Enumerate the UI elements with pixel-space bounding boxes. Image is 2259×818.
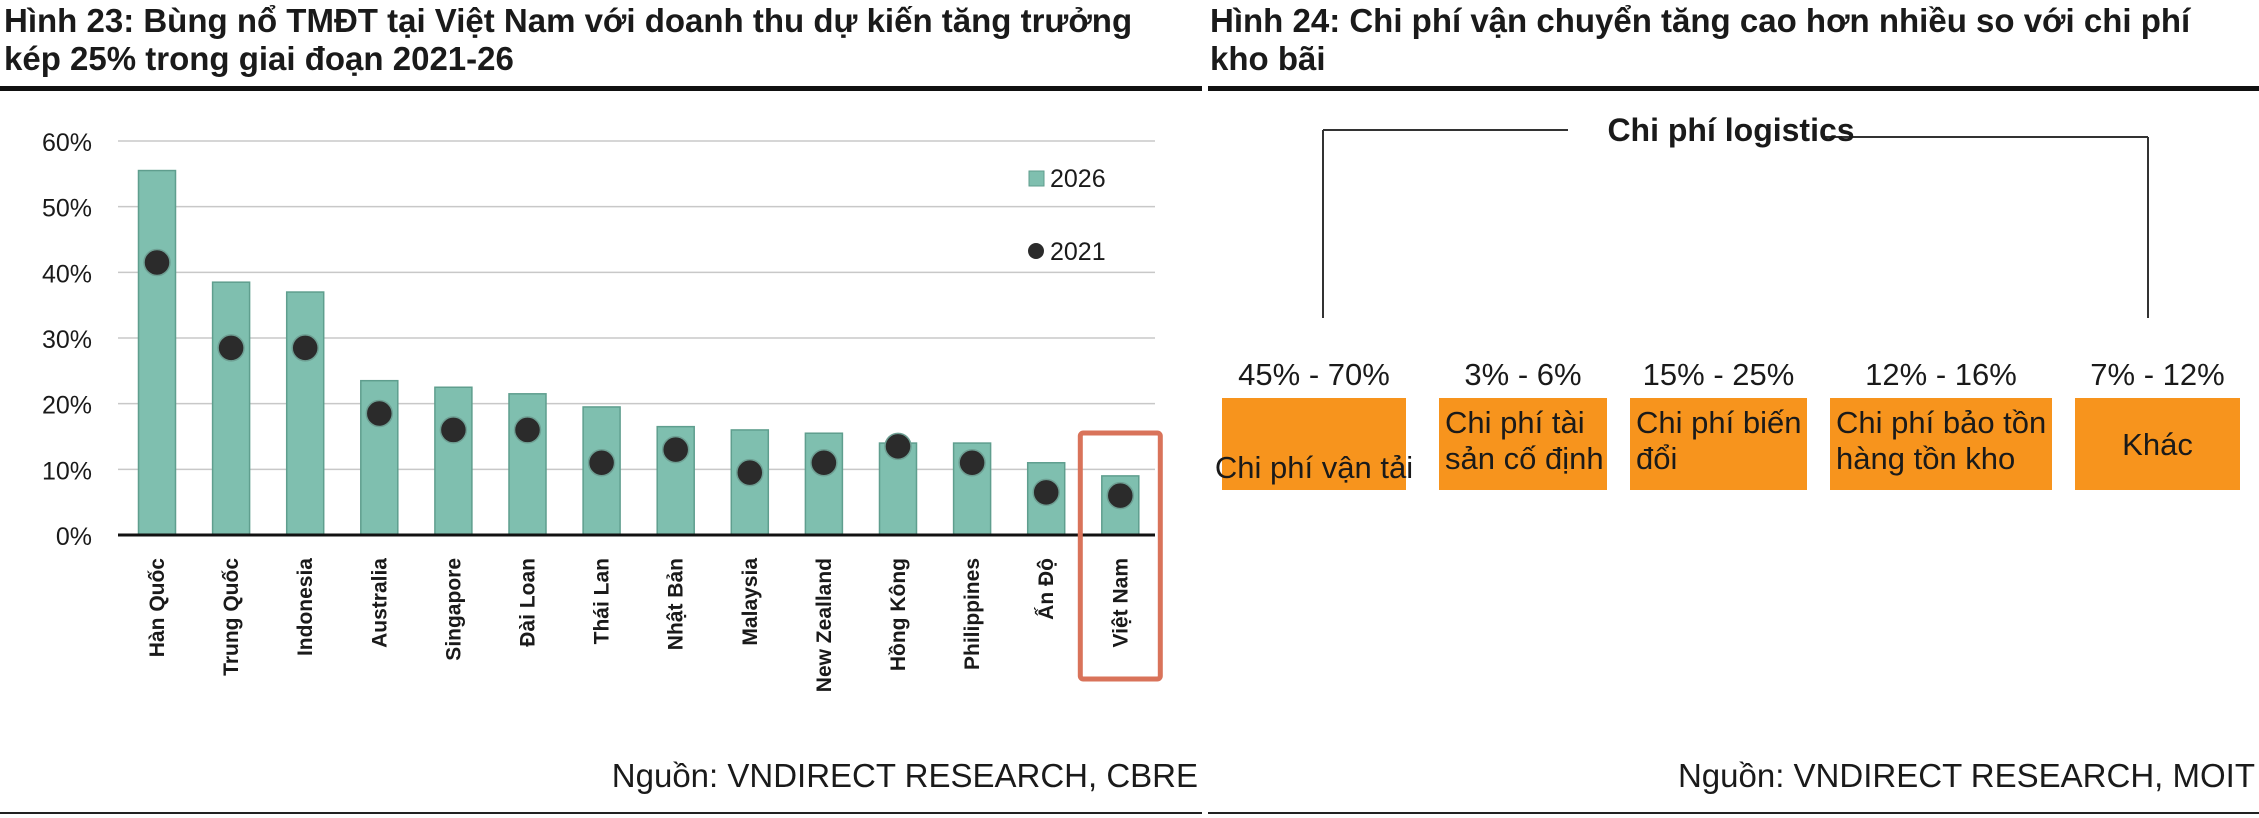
dot-2021 [587,449,616,477]
bar-2026 [804,432,844,536]
cost-box-label: Chi phí bảo tồn [1836,405,2046,440]
x-tick-label: Trung Quốc [220,558,243,676]
figure-23-title-line2: kép 25% trong giai đoạn 2021-26 [4,40,514,77]
cost-range-label: 15% - 25% [1643,357,1795,392]
y-tick-label: 60% [42,129,92,157]
logistics-root-label: Chi phí logistics [1607,112,1854,148]
cost-box-label: hàng tồn kho [1836,441,2015,476]
figure-23-bottom-rule [0,812,1202,814]
dot-2021 [1106,481,1135,510]
figure-23-top-rule [0,86,1202,91]
dot-2021 [143,248,171,277]
x-tick-label: Philippines [961,558,984,670]
y-tick-label: 40% [42,260,92,288]
x-tick-label: Ấn Độ [1035,558,1058,620]
cost-box [1830,398,2052,490]
ecommerce-growth-chart: 0% 10% 20% 30% 40% 50% 60% Hàn Quốc Trung Quốc In… [42,129,1163,692]
legend-2021-label: 2021 [1050,238,1106,266]
x-tick-label: Hàn Quốc [146,558,169,657]
legend-2021-marker [1028,243,1044,259]
x-tick-label: Đài Loan [517,558,540,647]
legend-2026-label: 2026 [1050,165,1106,193]
cost-box-label: Khác [2122,427,2193,462]
dot-2021 [217,334,245,362]
cost-box [1439,398,1607,490]
y-tick-label: 0% [56,523,92,551]
x-tick-label: Singapore [442,558,465,661]
figure-23-source: Nguồn: VNDIRECT RESEARCH, CBRE [611,757,1198,794]
y-tick-label: 50% [42,195,92,223]
dot-2021 [513,416,542,444]
cost-items: 45% - 70% Chi phí vận tải 3% - 6% Chi phí t… [1215,357,2240,490]
x-tick-label: Nhật Bản [665,558,688,650]
legend-2026-swatch [1028,170,1045,187]
x-tick-label: New Zealland [813,558,836,692]
cost-box-label: Chi phí vận tải [1215,450,1413,485]
x-tick-label: Australia [368,558,391,648]
x-tick-label: Indonesia [294,558,317,656]
bar-2026 [434,386,473,536]
cost-box [1222,398,1406,490]
x-tick-label: Malaysia [739,558,762,646]
figure-23-title-line1: Hình 23: Bùng nổ TMĐT tại Việt Nam với d… [4,2,1133,39]
x-tick-label: Thái Lan [591,558,614,644]
cost-box-label: sản cố định [1445,441,1604,476]
bar-2026 [137,169,177,536]
cost-box-label: Chi phí biến [1636,405,1801,440]
bar-2026 [285,291,325,536]
cost-box-label: Chi phí tài [1445,405,1585,440]
dot-2021 [1032,478,1060,507]
y-tick-label: 10% [42,457,92,485]
y-tick-label: 30% [42,326,92,354]
x-tick-label: Hồng Kông [887,558,910,671]
figure-23-title: Hình 23: Bùng nổ TMĐT tại Việt Nam với d… [4,2,1194,78]
bar-2026 [508,393,547,536]
bar-2026 [211,281,251,536]
logistics-cost-diagram: Chi phí logistics 45% - 70% Chi phí vận t… [1215,112,2240,490]
dot-2021 [291,334,319,362]
figure-24-title-line2: kho bãi [1210,40,1326,77]
dot-2021 [810,449,838,477]
y-tick-label: 20% [42,392,92,420]
dot-2021 [958,449,986,477]
figure-24-title-line1: Hình 24: Chi phí vận chuyển tăng cao hơn… [1210,2,2191,39]
cost-box [1630,398,1807,490]
dot-2021 [736,458,764,487]
cost-box [2075,398,2240,490]
figure-24-bottom-rule [1208,812,2259,814]
figure-24-top-rule [1208,86,2259,91]
dot-2021 [439,416,468,444]
cost-range-label: 3% - 6% [1464,357,1581,392]
cost-range-label: 7% - 12% [2090,357,2224,392]
cost-box-label: đổi [1636,441,1677,476]
vietnam-highlight-box [1077,430,1163,682]
dot-2021 [365,399,394,428]
cost-range-label: 45% - 70% [1238,357,1390,392]
figure-24-title: Hình 24: Chi phí vận chuyển tăng cao hơn… [1210,2,2250,78]
cost-range-label: 12% - 16% [1865,357,2017,392]
dot-2021 [884,432,912,461]
x-tick-label: Việt Nam [1109,558,1132,648]
figure-24-source: Nguồn: VNDIRECT RESEARCH, MOIT [1677,757,2255,794]
dot-2021 [661,435,690,464]
